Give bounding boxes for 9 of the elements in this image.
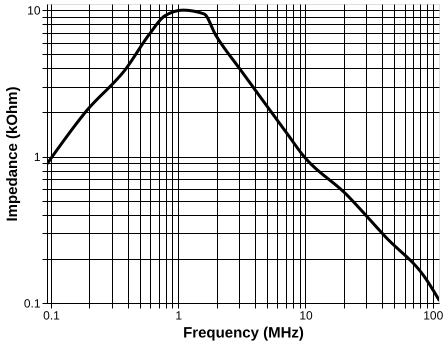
y-tick-label: 10 (27, 4, 41, 18)
y-tick-label: 0.1 (24, 296, 41, 310)
y-axis-title: Impedance (kOhm) (4, 86, 21, 222)
x-tick-label: 100 (423, 308, 444, 322)
y-tick-label: 1 (34, 150, 41, 164)
x-axis-title: Frequency (MHz) (183, 324, 304, 342)
x-tick-label: 1 (175, 308, 182, 322)
x-tick-label: 0.1 (43, 308, 60, 322)
x-tick-label: 10 (299, 308, 313, 322)
